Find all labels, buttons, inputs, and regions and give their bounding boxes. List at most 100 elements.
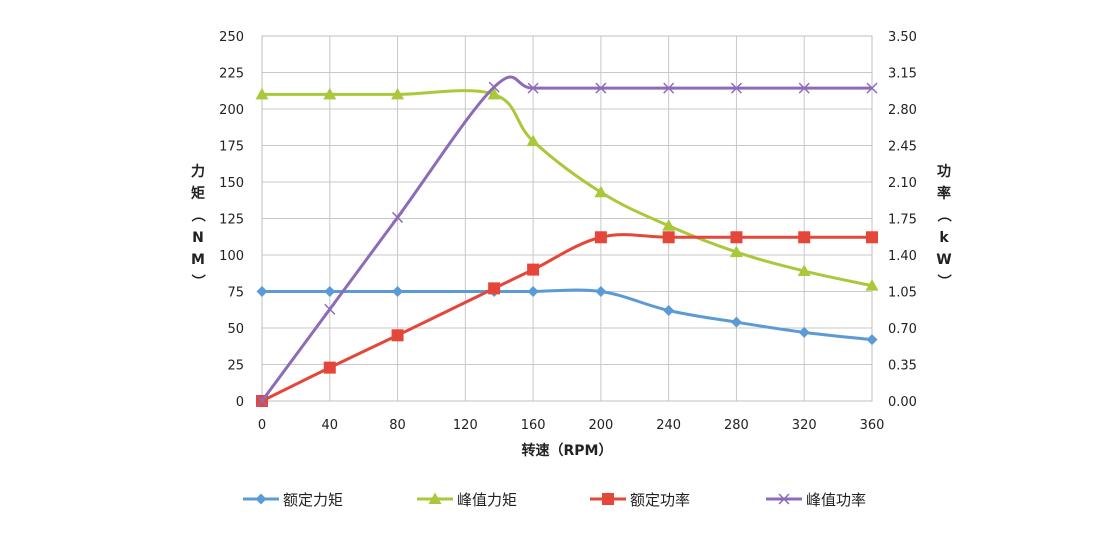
data-point: [256, 395, 268, 407]
left-axis-title-char: N: [192, 230, 204, 246]
series-3: [256, 231, 878, 407]
grid-lines: [261, 35, 873, 402]
data-point: [324, 286, 336, 297]
data-point: [730, 316, 742, 328]
data-point: [487, 87, 501, 100]
legend-label: 峰值力矩: [457, 491, 517, 509]
legend-swatch-marker: [602, 493, 614, 505]
data-point: [595, 286, 607, 297]
right-axis-title-char: ）: [935, 274, 951, 288]
data-point: [324, 303, 336, 315]
left-axis-tick-label: 50: [227, 322, 244, 337]
data-point: [663, 304, 675, 316]
right-axis-title-char: 功: [937, 164, 951, 180]
left-axis-tick-label: 175: [219, 140, 244, 155]
left-axis-title-char: 力: [191, 163, 205, 180]
series-line: [262, 89, 873, 288]
series-layer: [255, 75, 879, 407]
legend-item: 峰值力矩: [417, 491, 517, 509]
left-axis-title-char: M: [191, 252, 205, 268]
left-axis-tick-label: 150: [219, 176, 244, 191]
data-point: [797, 264, 811, 277]
x-axis-tick-label: 0: [258, 418, 266, 433]
data-point: [662, 219, 676, 231]
data-point: [798, 82, 810, 94]
data-point: [527, 82, 539, 94]
legend-swatch-marker: [778, 493, 790, 505]
data-point: [729, 245, 743, 258]
right-axis-tick-label: 0.35: [888, 359, 917, 374]
data-point: [488, 81, 500, 93]
right-axis-tick-label: 1.40: [888, 249, 917, 264]
data-point: [255, 87, 269, 100]
right-axis-tick-label: 1.75: [888, 213, 917, 228]
right-axis-title-char: 率: [937, 185, 951, 202]
right-axis-tick-label: 0.00: [888, 395, 917, 410]
x-axis-ticks: 0 40 80 120 160 200 240 280 320 360: [258, 418, 885, 433]
data-point: [526, 134, 540, 147]
right-axis-tick-label: 1.05: [888, 286, 917, 301]
x-axis-tick-label: 80: [389, 418, 406, 433]
left-axis-tick-label: 225: [219, 67, 244, 82]
data-point: [866, 82, 878, 94]
left-axis-tick-label: 100: [219, 249, 244, 264]
left-axis-title-char: 矩: [191, 185, 205, 202]
legend-swatch-marker: [428, 492, 442, 504]
data-point: [323, 87, 337, 100]
x-axis-tick-label: 120: [453, 418, 478, 433]
left-axis-tick-label: 0: [236, 395, 244, 410]
data-point: [256, 286, 268, 297]
right-axis-tick-label: 3.50: [888, 30, 917, 45]
data-point: [527, 286, 539, 297]
legend-swatch-marker: [255, 493, 267, 505]
legend-item: 额定功率: [590, 491, 690, 509]
series-1: [256, 286, 878, 346]
legend-label: 峰值功率: [806, 491, 866, 509]
legend-label: 额定力矩: [283, 491, 343, 509]
right-axis-title-char: （: [935, 208, 951, 222]
data-point: [730, 82, 742, 94]
left-axis-tick-label: 200: [219, 103, 244, 118]
right-axis-tick-label: 0.70: [888, 322, 917, 337]
x-axis-tick-label: 200: [588, 418, 613, 433]
x-axis-tick-label: 160: [521, 418, 546, 433]
data-point: [595, 82, 607, 94]
right-axis-tick-label: 3.15: [888, 67, 917, 82]
data-point: [391, 87, 405, 100]
left-axis-tick-label: 125: [219, 213, 244, 228]
right-axis-tick-label: 2.10: [888, 176, 917, 191]
data-point: [865, 279, 879, 291]
data-point: [323, 361, 336, 374]
left-axis-title: 力矩 （ NM ）: [189, 163, 205, 288]
series-4: [256, 75, 878, 407]
data-point: [798, 326, 810, 338]
legend-item: 额定力矩: [243, 491, 343, 509]
series-line: [260, 75, 872, 402]
right-axis-title-char: k: [939, 230, 949, 246]
left-axis-title-char: ）: [189, 274, 205, 288]
data-point: [798, 231, 811, 244]
x-axis-tick-label: 240: [656, 418, 681, 433]
right-axis-ticks: 0.00 0.35 0.70 1.05 1.40 1.75 2.10 2.45 2.80 3.15…: [888, 30, 917, 410]
x-axis-title: 转速（RPM）: [522, 442, 613, 459]
left-axis-ticks: 0 25 50 75 100 125 150 175 200 225 250: [219, 30, 244, 410]
data-point: [866, 231, 878, 244]
series-line: [262, 288, 873, 342]
x-axis-tick-label: 360: [860, 418, 885, 433]
data-point: [488, 282, 501, 295]
x-axis-tick-label: 280: [724, 418, 749, 433]
data-point: [392, 286, 404, 297]
right-axis-title: 功率 （ kW ）: [935, 164, 952, 288]
series-2: [255, 87, 879, 291]
data-point: [527, 263, 540, 276]
legend-label: 额定功率: [630, 491, 690, 509]
legend: 额定力矩 峰值力矩 额定功率 峰值功率: [243, 491, 866, 509]
right-axis-tick-label: 2.80: [888, 103, 917, 118]
series-line: [261, 233, 872, 403]
data-point: [594, 231, 607, 244]
left-axis-title-char: （: [189, 208, 205, 222]
right-axis-tick-label: 2.45: [888, 140, 917, 155]
legend-item: 峰值功率: [766, 491, 866, 509]
data-point: [866, 334, 878, 346]
